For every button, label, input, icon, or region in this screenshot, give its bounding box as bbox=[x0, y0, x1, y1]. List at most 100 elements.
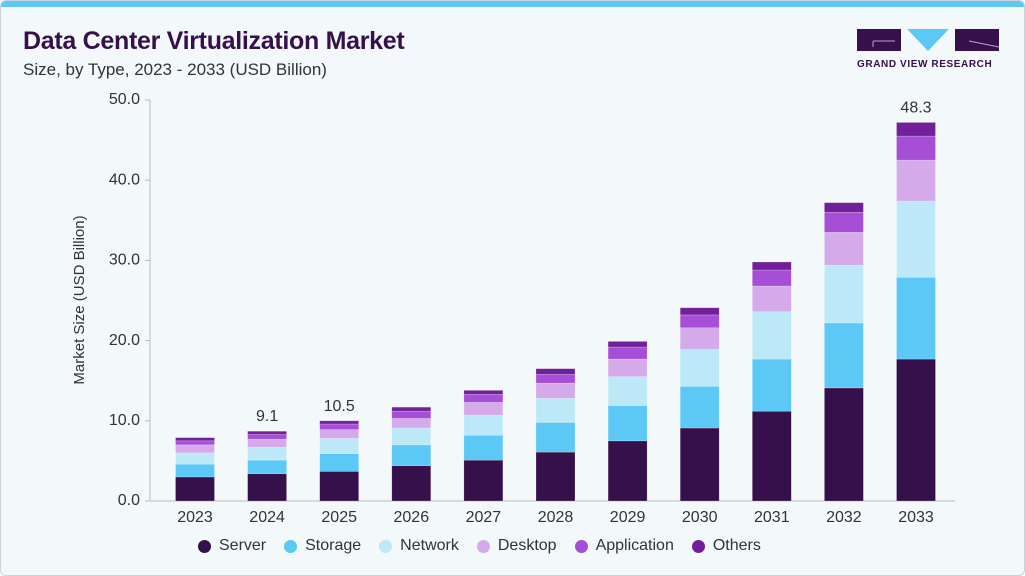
legend: Server Storage Network Desktop Application Ot… bbox=[198, 537, 761, 555]
bar-segment-application-2033 bbox=[896, 135, 936, 161]
y-tick-label: 50.0 bbox=[109, 91, 140, 108]
bar-segment-server-2029 bbox=[607, 440, 648, 502]
legend-marker bbox=[476, 539, 490, 553]
bar-segment-storage-2024 bbox=[247, 459, 287, 475]
bar-segment-desktop-2032 bbox=[824, 232, 864, 266]
bar-segment-network-2028 bbox=[535, 398, 576, 423]
x-tick-label: 2029 bbox=[610, 509, 646, 526]
bar-segment-network-2031 bbox=[751, 311, 792, 360]
bar-segment-others-2028 bbox=[535, 368, 576, 375]
bar-segment-storage-2031 bbox=[751, 358, 792, 412]
bar-segment-storage-2029 bbox=[607, 405, 648, 442]
bar-segment-others-2023 bbox=[175, 437, 215, 442]
legend-marker bbox=[574, 539, 588, 553]
bar-segment-server-2033 bbox=[896, 358, 936, 502]
bar-segment-desktop-2027 bbox=[463, 402, 504, 416]
bar-segment-server-2028 bbox=[535, 451, 576, 502]
bar-segment-network-2027 bbox=[463, 414, 504, 436]
bar-segment-application-2025 bbox=[319, 423, 360, 430]
x-tick-label: 2026 bbox=[394, 509, 430, 526]
x-tick-label: 2030 bbox=[682, 509, 718, 526]
bar-segment-storage-2030 bbox=[679, 386, 720, 429]
bar-segment-desktop-2026 bbox=[391, 418, 432, 429]
bar-segment-desktop-2023 bbox=[175, 444, 215, 454]
bar-segment-others-2026 bbox=[391, 406, 432, 412]
legend-label: Storage bbox=[305, 537, 362, 554]
bar-segment-application-2024 bbox=[247, 434, 287, 440]
legend-item-storage: Storage bbox=[284, 537, 361, 555]
bar-segment-server-2030 bbox=[679, 427, 720, 502]
bar-segment-storage-2032 bbox=[824, 322, 864, 389]
legend-item-server: Server bbox=[198, 537, 266, 555]
accent-bar bbox=[1, 1, 1024, 7]
bar-segment-network-2032 bbox=[824, 264, 864, 324]
x-tick-label: 2024 bbox=[249, 509, 285, 526]
legend-item-application: Application bbox=[574, 537, 674, 555]
legend-marker bbox=[284, 539, 298, 553]
data-label: 48.3 bbox=[900, 99, 931, 116]
bar-segment-network-2025 bbox=[319, 438, 360, 454]
legend-marker bbox=[691, 539, 705, 553]
bar-segment-application-2026 bbox=[391, 410, 432, 419]
bar-segment-storage-2023 bbox=[175, 463, 215, 478]
bar-segment-desktop-2028 bbox=[535, 382, 576, 399]
y-tick-label: 40.0 bbox=[109, 171, 140, 188]
logo-text: GRAND VIEW RESEARCH bbox=[857, 59, 993, 70]
bar-segment-application-2023 bbox=[175, 440, 215, 446]
legend-label: Others bbox=[712, 537, 761, 554]
y-tick-label: 30.0 bbox=[109, 252, 140, 269]
bar-segment-storage-2025 bbox=[319, 453, 360, 472]
x-tick-label: 2028 bbox=[538, 509, 574, 526]
bar-segment-application-2030 bbox=[679, 314, 720, 329]
bar-segment-application-2029 bbox=[607, 346, 648, 360]
bar-segment-others-2031 bbox=[751, 261, 792, 271]
x-tick-label: 2025 bbox=[321, 509, 357, 526]
legend-label: Application bbox=[595, 537, 674, 554]
bar-segment-server-2027 bbox=[463, 459, 504, 502]
data-label: 10.5 bbox=[324, 398, 355, 415]
legend-marker bbox=[198, 539, 211, 553]
x-tick-label: 2033 bbox=[898, 509, 934, 526]
bar-segment-network-2026 bbox=[391, 427, 432, 446]
legend-item-others: Others bbox=[691, 537, 761, 555]
chart-subtitle: Size, by Type, 2023 - 2033 (USD Billion) bbox=[23, 60, 327, 79]
bar-segment-desktop-2030 bbox=[679, 327, 720, 350]
bar-segment-others-2025 bbox=[319, 420, 360, 425]
bar-segment-storage-2028 bbox=[535, 422, 576, 453]
bar-segment-others-2033 bbox=[896, 122, 936, 137]
legend-label: Network bbox=[400, 537, 459, 554]
legend-label: Server bbox=[219, 537, 267, 554]
bar-segment-others-2027 bbox=[463, 390, 504, 395]
bar-segment-application-2027 bbox=[463, 394, 504, 403]
bar-segment-server-2024 bbox=[247, 473, 287, 502]
bar-segment-application-2028 bbox=[535, 373, 576, 384]
bar-segment-storage-2033 bbox=[896, 276, 936, 360]
bar-segment-server-2026 bbox=[391, 465, 432, 502]
x-tick-label: 2027 bbox=[466, 509, 502, 526]
bar-segment-network-2033 bbox=[896, 200, 936, 278]
bar-segment-others-2029 bbox=[607, 341, 648, 348]
bar-segment-others-2030 bbox=[679, 307, 720, 316]
chart-title: Data Center Virtualization Market bbox=[23, 27, 405, 55]
bar-segment-server-2032 bbox=[824, 387, 864, 502]
bar-segment-desktop-2031 bbox=[751, 285, 792, 313]
x-tick-label: 2032 bbox=[826, 509, 862, 526]
grand-view-research-logo bbox=[857, 29, 999, 51]
legend-item-desktop: Desktop bbox=[476, 537, 557, 555]
bar-segment-application-2031 bbox=[751, 269, 792, 287]
bar-segment-storage-2027 bbox=[463, 434, 504, 461]
bar-segment-application-2032 bbox=[824, 211, 864, 233]
legend-marker bbox=[379, 539, 393, 553]
y-tick-label: 10.0 bbox=[109, 412, 140, 429]
bar-segment-storage-2026 bbox=[391, 444, 432, 467]
bar-segment-others-2032 bbox=[824, 202, 864, 213]
y-tick-label: 0.0 bbox=[118, 492, 140, 509]
bar-segment-network-2024 bbox=[247, 446, 287, 461]
x-tick-label: 2031 bbox=[754, 509, 790, 526]
bar-segment-server-2023 bbox=[175, 476, 215, 502]
bar-segment-desktop-2029 bbox=[607, 358, 648, 377]
x-tick-label: 2023 bbox=[177, 509, 213, 526]
bar-segment-network-2023 bbox=[175, 452, 215, 465]
bar-segment-server-2025 bbox=[319, 471, 360, 502]
bar-segment-desktop-2033 bbox=[896, 159, 936, 202]
